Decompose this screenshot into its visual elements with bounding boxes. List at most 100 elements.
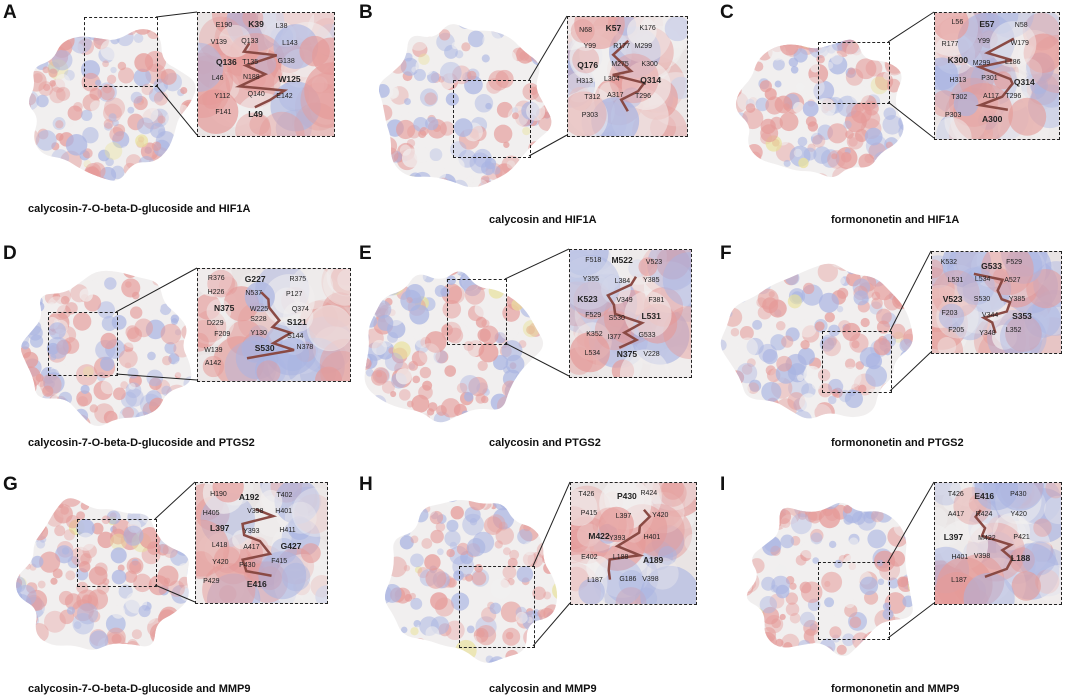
residue-label: S144 bbox=[287, 333, 304, 341]
binding-site-zoom-inset: T426 P430 R424 P415 L397 Y420 M422 Y393 H401 E402… bbox=[570, 482, 697, 605]
residue-label: F141 bbox=[215, 108, 232, 116]
binding-site-selection-box bbox=[459, 566, 535, 648]
residue-label: K300 bbox=[641, 61, 658, 69]
protein-surface bbox=[364, 271, 544, 423]
binding-site-selection-box bbox=[818, 42, 890, 104]
residue-label: Y130 bbox=[250, 330, 267, 337]
residue-label: A300 bbox=[981, 113, 1003, 124]
residue-label: H313 bbox=[576, 77, 593, 85]
residue-label: L188 bbox=[612, 554, 629, 561]
residue-label: L397 bbox=[210, 522, 230, 533]
residue-label: W139 bbox=[204, 347, 223, 355]
protein-surface bbox=[16, 498, 189, 650]
binding-site-selection-box bbox=[77, 519, 157, 587]
binding-site-zoom-inset: T426 E416 P430 A417 R424 Y420 L397 M422 P421 H401… bbox=[934, 482, 1062, 605]
residue-label: M299 bbox=[634, 43, 653, 51]
residue-label: A417 bbox=[243, 543, 260, 551]
residue-label: L352 bbox=[1005, 327, 1022, 335]
residue-label: F209 bbox=[214, 331, 231, 339]
residue-label: K300 bbox=[947, 55, 968, 66]
residue-label: A417 bbox=[947, 510, 965, 518]
residue-label: L534 bbox=[974, 275, 991, 283]
residue-label: G533 bbox=[981, 260, 1002, 271]
residue-label: T302 bbox=[951, 94, 968, 102]
residue-label: L186 bbox=[1004, 59, 1021, 67]
residue-label: P429 bbox=[203, 578, 220, 586]
residue-label: N58 bbox=[1014, 22, 1028, 30]
residue-label: Q176 bbox=[577, 60, 599, 71]
residue-label: K39 bbox=[248, 18, 264, 29]
panel-letter: F bbox=[720, 243, 732, 264]
residue-label: D229 bbox=[206, 320, 224, 328]
residue-label: L304 bbox=[603, 75, 620, 83]
residue-label: P127 bbox=[286, 291, 303, 299]
residue-label: K532 bbox=[940, 259, 958, 267]
residue-label: L143 bbox=[282, 39, 298, 47]
residue-label: M522 bbox=[611, 255, 633, 266]
residue-label: F518 bbox=[585, 256, 602, 264]
residue-label: T135 bbox=[242, 58, 259, 66]
residue-label: E142 bbox=[276, 92, 293, 100]
residue-label: L49 bbox=[248, 109, 263, 120]
residue-label: A192 bbox=[238, 491, 260, 502]
residue-label: F381 bbox=[648, 296, 665, 304]
residue-label: S530 bbox=[254, 343, 275, 354]
residue-label: Y348 bbox=[979, 329, 996, 337]
panel-letter: B bbox=[359, 2, 373, 23]
residue-label: P421 bbox=[1013, 534, 1030, 542]
residue-label: V228 bbox=[643, 350, 660, 358]
residue-label: S228 bbox=[250, 316, 267, 324]
residue-label: G186 bbox=[619, 576, 637, 584]
zoom-surface bbox=[932, 252, 1061, 353]
residue-label: P415 bbox=[580, 510, 598, 518]
residue-label: W125 bbox=[278, 74, 301, 85]
residue-label: P430 bbox=[1010, 491, 1027, 499]
residue-label: V139 bbox=[210, 39, 227, 47]
residue-label: A189 bbox=[642, 554, 664, 565]
binding-site-zoom-inset: R376 G227 R375 H226 N537 P127 N375 W225 Q374 D229… bbox=[197, 268, 351, 382]
panel-caption: formononetin and MMP9 bbox=[831, 683, 960, 695]
residue-label: H226 bbox=[207, 289, 225, 297]
residue-label: V344 bbox=[981, 312, 999, 320]
residue-label: P303 bbox=[944, 111, 962, 119]
residue-label: L56 bbox=[951, 19, 964, 27]
panel-caption: calycosin and PTGS2 bbox=[489, 437, 601, 449]
binding-site-zoom-inset: E190 K39 L38 V139 Q133 L143 Q136 T135 G138 L46 N18… bbox=[197, 12, 335, 137]
residue-label: N188 bbox=[242, 74, 260, 82]
residue-label: H411 bbox=[279, 527, 296, 535]
residue-label: G533 bbox=[638, 332, 656, 340]
panel-letter: I bbox=[720, 474, 726, 495]
residue-label: R177 bbox=[941, 41, 959, 49]
residue-label: S121 bbox=[286, 317, 307, 328]
residue-label: N375 bbox=[616, 349, 638, 360]
residue-label: A527 bbox=[1004, 277, 1021, 285]
protein-surface bbox=[378, 24, 552, 188]
residue-label: N375 bbox=[213, 302, 235, 313]
binding-site-zoom-inset: L56 E57 N58 R177 Y99 W179 K300 M299 L186 H313 P301… bbox=[934, 12, 1060, 140]
residue-label: G138 bbox=[277, 58, 295, 66]
binding-site-selection-box bbox=[48, 312, 118, 376]
residue-label: A117 bbox=[983, 92, 999, 100]
residue-label: Y99 bbox=[977, 37, 990, 45]
panel-caption: calycosin and HIF1A bbox=[489, 214, 597, 226]
panel-letter: D bbox=[3, 243, 17, 264]
protein-surface bbox=[385, 499, 558, 663]
residue-label: K523 bbox=[577, 294, 598, 305]
residue-label: M422 bbox=[588, 530, 610, 541]
residue-label: K352 bbox=[586, 331, 603, 339]
residue-label: Y385 bbox=[1008, 295, 1026, 303]
residue-label: F529 bbox=[1006, 258, 1023, 266]
residue-label: Y112 bbox=[214, 93, 231, 100]
residue-label: E416 bbox=[974, 491, 995, 502]
panel-letter: C bbox=[720, 2, 734, 23]
residue-label: N68 bbox=[579, 26, 592, 34]
residue-label: P301 bbox=[981, 74, 998, 82]
residue-label: M422 bbox=[978, 534, 996, 542]
residue-label: Q314 bbox=[1013, 76, 1035, 87]
binding-site-zoom-inset: F518 M522 V523 Y355 L384 Y385 K523 V349 F381 F529… bbox=[569, 249, 692, 378]
residue-label: H401 bbox=[275, 508, 293, 516]
residue-label: Q314 bbox=[640, 74, 662, 85]
residue-label: Q140 bbox=[247, 91, 265, 99]
zoom-surface bbox=[935, 13, 1059, 139]
panel-letter: A bbox=[3, 2, 17, 23]
